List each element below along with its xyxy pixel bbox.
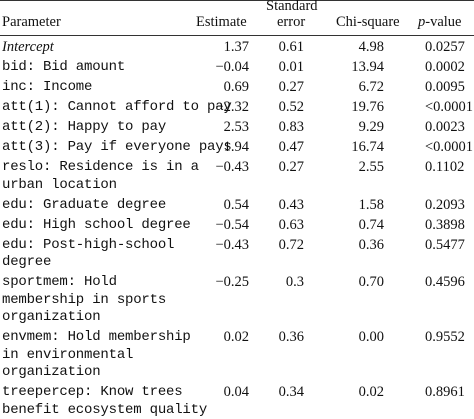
p-value: 0.8961 — [425, 384, 465, 400]
chi-square-value: 2.55 — [358, 159, 384, 175]
standard-error-value: 0.83 — [278, 119, 304, 135]
estimate-value: −0.25 — [215, 274, 249, 290]
p-value: 0.9552 — [425, 329, 465, 345]
chi-square-value: 0.70 — [358, 274, 384, 290]
standard-error-value: 0.52 — [278, 99, 304, 115]
standard-error-value: 0.61 — [278, 39, 304, 55]
p-value: 0.2093 — [425, 196, 465, 213]
standard-error-value: 0.27 — [278, 159, 304, 175]
parameter-label: edu: High school degree — [2, 216, 191, 233]
parameter-label: envmem: Hold membership — [2, 329, 191, 345]
chi-square-value: 19.76 — [351, 99, 384, 115]
parameter-label: membership in sports — [2, 291, 167, 308]
estimate-value: 0.54 — [223, 196, 249, 213]
estimate-value: −0.43 — [215, 236, 249, 253]
header-se-line2: error — [277, 14, 306, 30]
parameter-label: att(2): Happy to pay — [2, 119, 167, 135]
parameter-label: sportmem: Hold — [2, 274, 117, 290]
estimate-value: −2.32 — [215, 99, 249, 115]
parameter-label: degree — [2, 254, 52, 270]
p-value: 0.5477 — [425, 236, 465, 253]
estimate-value: 1.94 — [223, 139, 249, 155]
parameter-label: organization — [2, 309, 101, 325]
estimate-value: −0.54 — [215, 216, 249, 233]
p-value: 0.4596 — [425, 274, 465, 290]
p-value: <0.0001 — [425, 139, 474, 155]
parameter-label: benefit ecosystem quality — [2, 401, 208, 418]
parameter-label: bid: Bid amount — [2, 59, 126, 75]
header-rule — [0, 35, 474, 36]
p-value: <0.0001 — [425, 99, 474, 115]
standard-error-value: 0.43 — [278, 196, 304, 213]
estimate-value: 1.37 — [223, 39, 249, 55]
parameter-label: edu: Graduate degree — [2, 196, 167, 213]
p-value: 0.0257 — [425, 39, 465, 55]
header-se-line1: Standard — [266, 0, 318, 14]
standard-error-value: 0.36 — [278, 329, 304, 345]
parameter-label: reslo: Residence is in a — [2, 159, 199, 175]
standard-error-value: 0.63 — [278, 216, 304, 233]
parameter-label: organization — [2, 364, 101, 380]
chi-square-value: 0.00 — [358, 329, 384, 345]
header-estimate: Estimate — [196, 14, 247, 30]
chi-square-value: 13.94 — [351, 59, 384, 75]
parameter-label: edu: Post-high-school — [2, 236, 175, 253]
estimate-value: 2.53 — [223, 119, 249, 135]
parameter-label: treepercep: Know trees — [2, 384, 183, 400]
standard-error-value: 0.27 — [278, 79, 304, 95]
top-rule — [0, 0, 474, 1]
standard-error-value: 0.34 — [278, 384, 304, 400]
parameter-label: in environmental — [2, 346, 134, 363]
chi-square-value: 9.29 — [358, 119, 384, 135]
estimate-value: 0.02 — [223, 329, 249, 345]
standard-error-value: 0.01 — [278, 59, 304, 75]
p-value: 0.3898 — [425, 216, 465, 233]
estimate-value: −0.43 — [215, 159, 249, 175]
chi-square-value: 0.36 — [358, 236, 384, 253]
header-parameter: Parameter — [2, 14, 61, 30]
chi-square-value: 1.58 — [358, 196, 384, 213]
parameter-label: urban location — [2, 176, 117, 193]
header-chi-square: Chi-square — [336, 14, 400, 30]
parameter-label: att(1): Cannot afford to pay — [2, 99, 232, 115]
chi-square-value: 4.98 — [358, 39, 384, 55]
standard-error-value: 0.72 — [278, 236, 304, 253]
header-p-italic: p — [418, 14, 426, 30]
estimate-value: 0.69 — [223, 79, 249, 95]
header-p-rest: -value — [425, 14, 462, 30]
p-value: 0.0002 — [425, 59, 465, 75]
chi-square-value: 6.72 — [358, 79, 384, 95]
parameter-label: Intercept — [2, 39, 54, 55]
header-p-value: p-value — [418, 15, 461, 30]
standard-error-value: 0.3 — [285, 274, 304, 290]
standard-error-value: 0.47 — [278, 139, 304, 155]
parameter-label: att(3): Pay if everyone pays — [2, 139, 232, 155]
p-value: 0.1102 — [425, 159, 465, 175]
estimate-value: 0.04 — [223, 384, 249, 400]
chi-square-value: 0.02 — [358, 384, 384, 400]
p-value: 0.0095 — [425, 79, 465, 95]
estimate-value: −0.04 — [215, 59, 249, 75]
chi-square-value: 0.74 — [358, 216, 384, 233]
p-value: 0.0023 — [425, 119, 465, 135]
chi-square-value: 16.74 — [351, 139, 384, 155]
parameter-label: inc: Income — [2, 79, 93, 95]
